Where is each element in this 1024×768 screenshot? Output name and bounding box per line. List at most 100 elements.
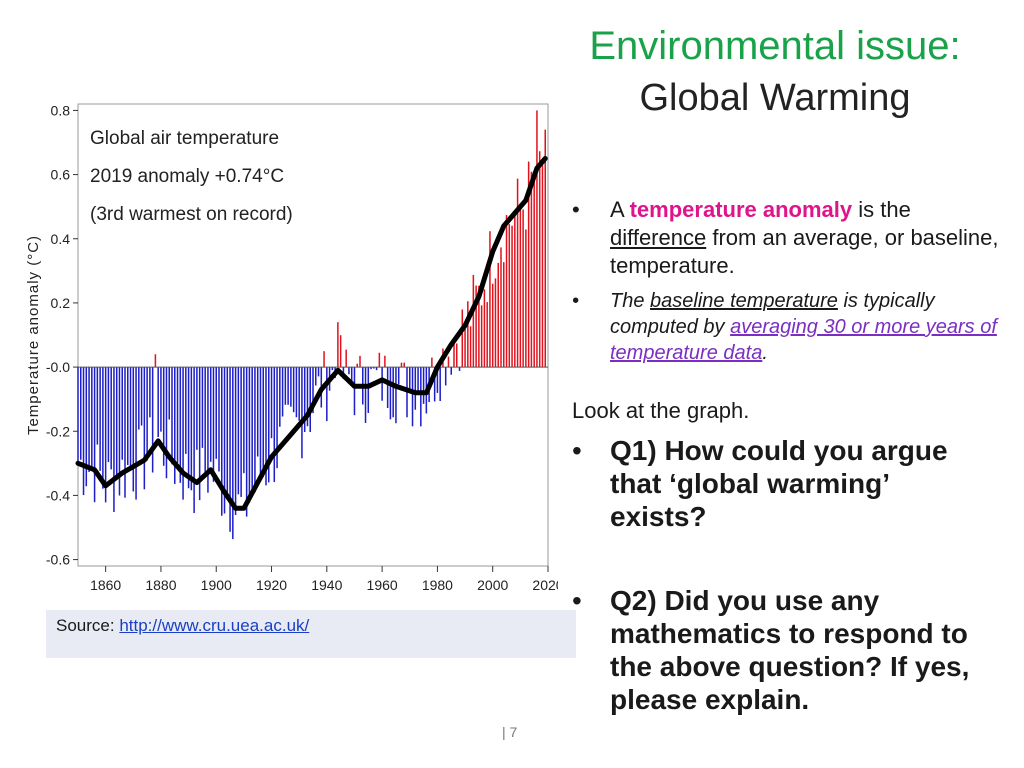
x-tick-label-2: 1900: [201, 577, 232, 593]
bar-1903: [223, 367, 226, 514]
bar-1978: [431, 357, 433, 368]
bar-1884: [171, 367, 173, 465]
bar-1988: [458, 367, 461, 371]
averaging-link[interactable]: averaging 30 or more years of temperatur…: [610, 316, 997, 364]
bar-1856: [93, 367, 96, 503]
bar-1921: [273, 367, 276, 483]
bar-1910: [243, 367, 245, 474]
bar-1852: [82, 367, 85, 496]
question-1: • Q1) How could you argue that ‘global w…: [572, 434, 992, 533]
bar-1923: [279, 367, 281, 427]
bar-2019: [544, 129, 546, 368]
source-box: Source: http://www.cru.uea.ac.uk/: [46, 610, 576, 658]
y-tick-label-0: 0.8: [51, 102, 71, 118]
bar-1894: [198, 367, 201, 501]
temperature-chart: 0.8 0.6 0.4 0.2 -0.0 -0.2 -0.4 -0.6 1860 1880 1900…: [22, 90, 558, 602]
bar-1936: [315, 367, 317, 386]
bar-1902: [221, 367, 223, 516]
bar-1955: [367, 367, 370, 413]
bar-1944: [337, 322, 339, 368]
bar-1965: [395, 367, 397, 424]
bar-1900: [215, 367, 217, 459]
bar-1872: [138, 367, 140, 430]
bar-1854: [88, 367, 90, 472]
question-2: • Q2) Did you use any mathematics to res…: [572, 584, 992, 716]
bar-1870: [132, 367, 135, 492]
bar-1950: [353, 367, 356, 416]
bar-1882: [165, 367, 168, 479]
bar-2016: [536, 110, 538, 368]
bar-1940: [326, 367, 328, 422]
bar-1885: [174, 367, 176, 484]
bar-2000: [491, 283, 494, 368]
bar-1850: [77, 367, 79, 465]
bar-1855: [91, 367, 93, 469]
bar-1858: [99, 367, 101, 471]
bar-1860: [104, 367, 107, 503]
bar-1989: [461, 309, 464, 368]
bar-1887: [179, 367, 182, 483]
bar-1907: [234, 367, 237, 516]
bar-1878: [154, 354, 157, 368]
bar-1983: [444, 367, 447, 386]
bar-1853: [85, 367, 88, 487]
bar-1956: [370, 367, 372, 370]
y-tick-label-7: -0.6: [46, 552, 70, 568]
chart-svg: 0.8 0.6 0.4 0.2 -0.0 -0.2 -0.4 -0.6 1860 1880 1900…: [25, 102, 558, 593]
bar-1886: [176, 367, 179, 463]
keyword-temperature-anomaly: temperature anomaly: [629, 197, 853, 222]
bar-1930: [298, 367, 300, 421]
bar-1958: [375, 367, 378, 371]
bar-1859: [102, 367, 104, 489]
bar-1876: [149, 367, 151, 418]
x-tick-label-7: 2000: [477, 577, 508, 593]
bar-1932: [303, 367, 306, 432]
bar-2004: [503, 262, 505, 368]
source-link[interactable]: http://www.cru.uea.ac.uk/: [119, 616, 310, 635]
bar-1954: [364, 367, 367, 423]
slide-title: Environmental issue: Global Warming: [560, 22, 990, 122]
bar-1899: [212, 367, 215, 482]
smooth-trend-line: [75, 156, 548, 511]
bar-1908: [237, 367, 240, 495]
bar-1893: [196, 367, 198, 450]
bar-1999: [489, 231, 491, 368]
bar-1986: [453, 342, 455, 368]
b2-text-b: is typically computed by: [610, 290, 935, 338]
y-axis-label: Temperature anomaly (°C): [25, 235, 42, 435]
bar-1947: [345, 349, 347, 368]
bar-2001: [494, 278, 497, 368]
bar-1972: [414, 367, 417, 410]
bar-1980: [436, 367, 439, 393]
bar-1935: [312, 367, 314, 414]
bar-1869: [129, 367, 132, 470]
bar-1994: [475, 285, 477, 368]
bar-1920: [270, 367, 273, 439]
bar-1948: [348, 367, 350, 375]
bar-1937: [317, 367, 320, 377]
bullet-baseline: • The baseline temperature is typically …: [572, 290, 997, 364]
b2-text-a: The: [610, 290, 645, 312]
bar-1922: [276, 367, 278, 469]
bar-1916: [259, 367, 262, 482]
bar-1945: [339, 335, 342, 368]
bar-2012: [525, 229, 527, 368]
y-tick-label-2: 0.4: [51, 231, 71, 247]
bar-1883: [168, 367, 170, 420]
bar-1896: [204, 367, 206, 478]
bar-1975: [422, 367, 425, 404]
bar-1963: [389, 367, 392, 420]
bar-2009: [516, 178, 519, 368]
bar-1871: [135, 367, 137, 500]
bar-1868: [127, 367, 129, 466]
bar-1873: [140, 367, 143, 426]
x-tick-label-0: 1860: [90, 577, 121, 593]
bar-1889: [185, 367, 187, 454]
bar-1865: [118, 367, 121, 496]
b2-end: .: [762, 342, 768, 364]
b1-text-a: A: [610, 197, 624, 222]
bar-1991: [467, 301, 469, 368]
chart-annotation-1: 2019 anomaly +0.74°C: [90, 166, 284, 187]
bar-1928: [292, 367, 295, 413]
bar-1974: [420, 367, 422, 427]
